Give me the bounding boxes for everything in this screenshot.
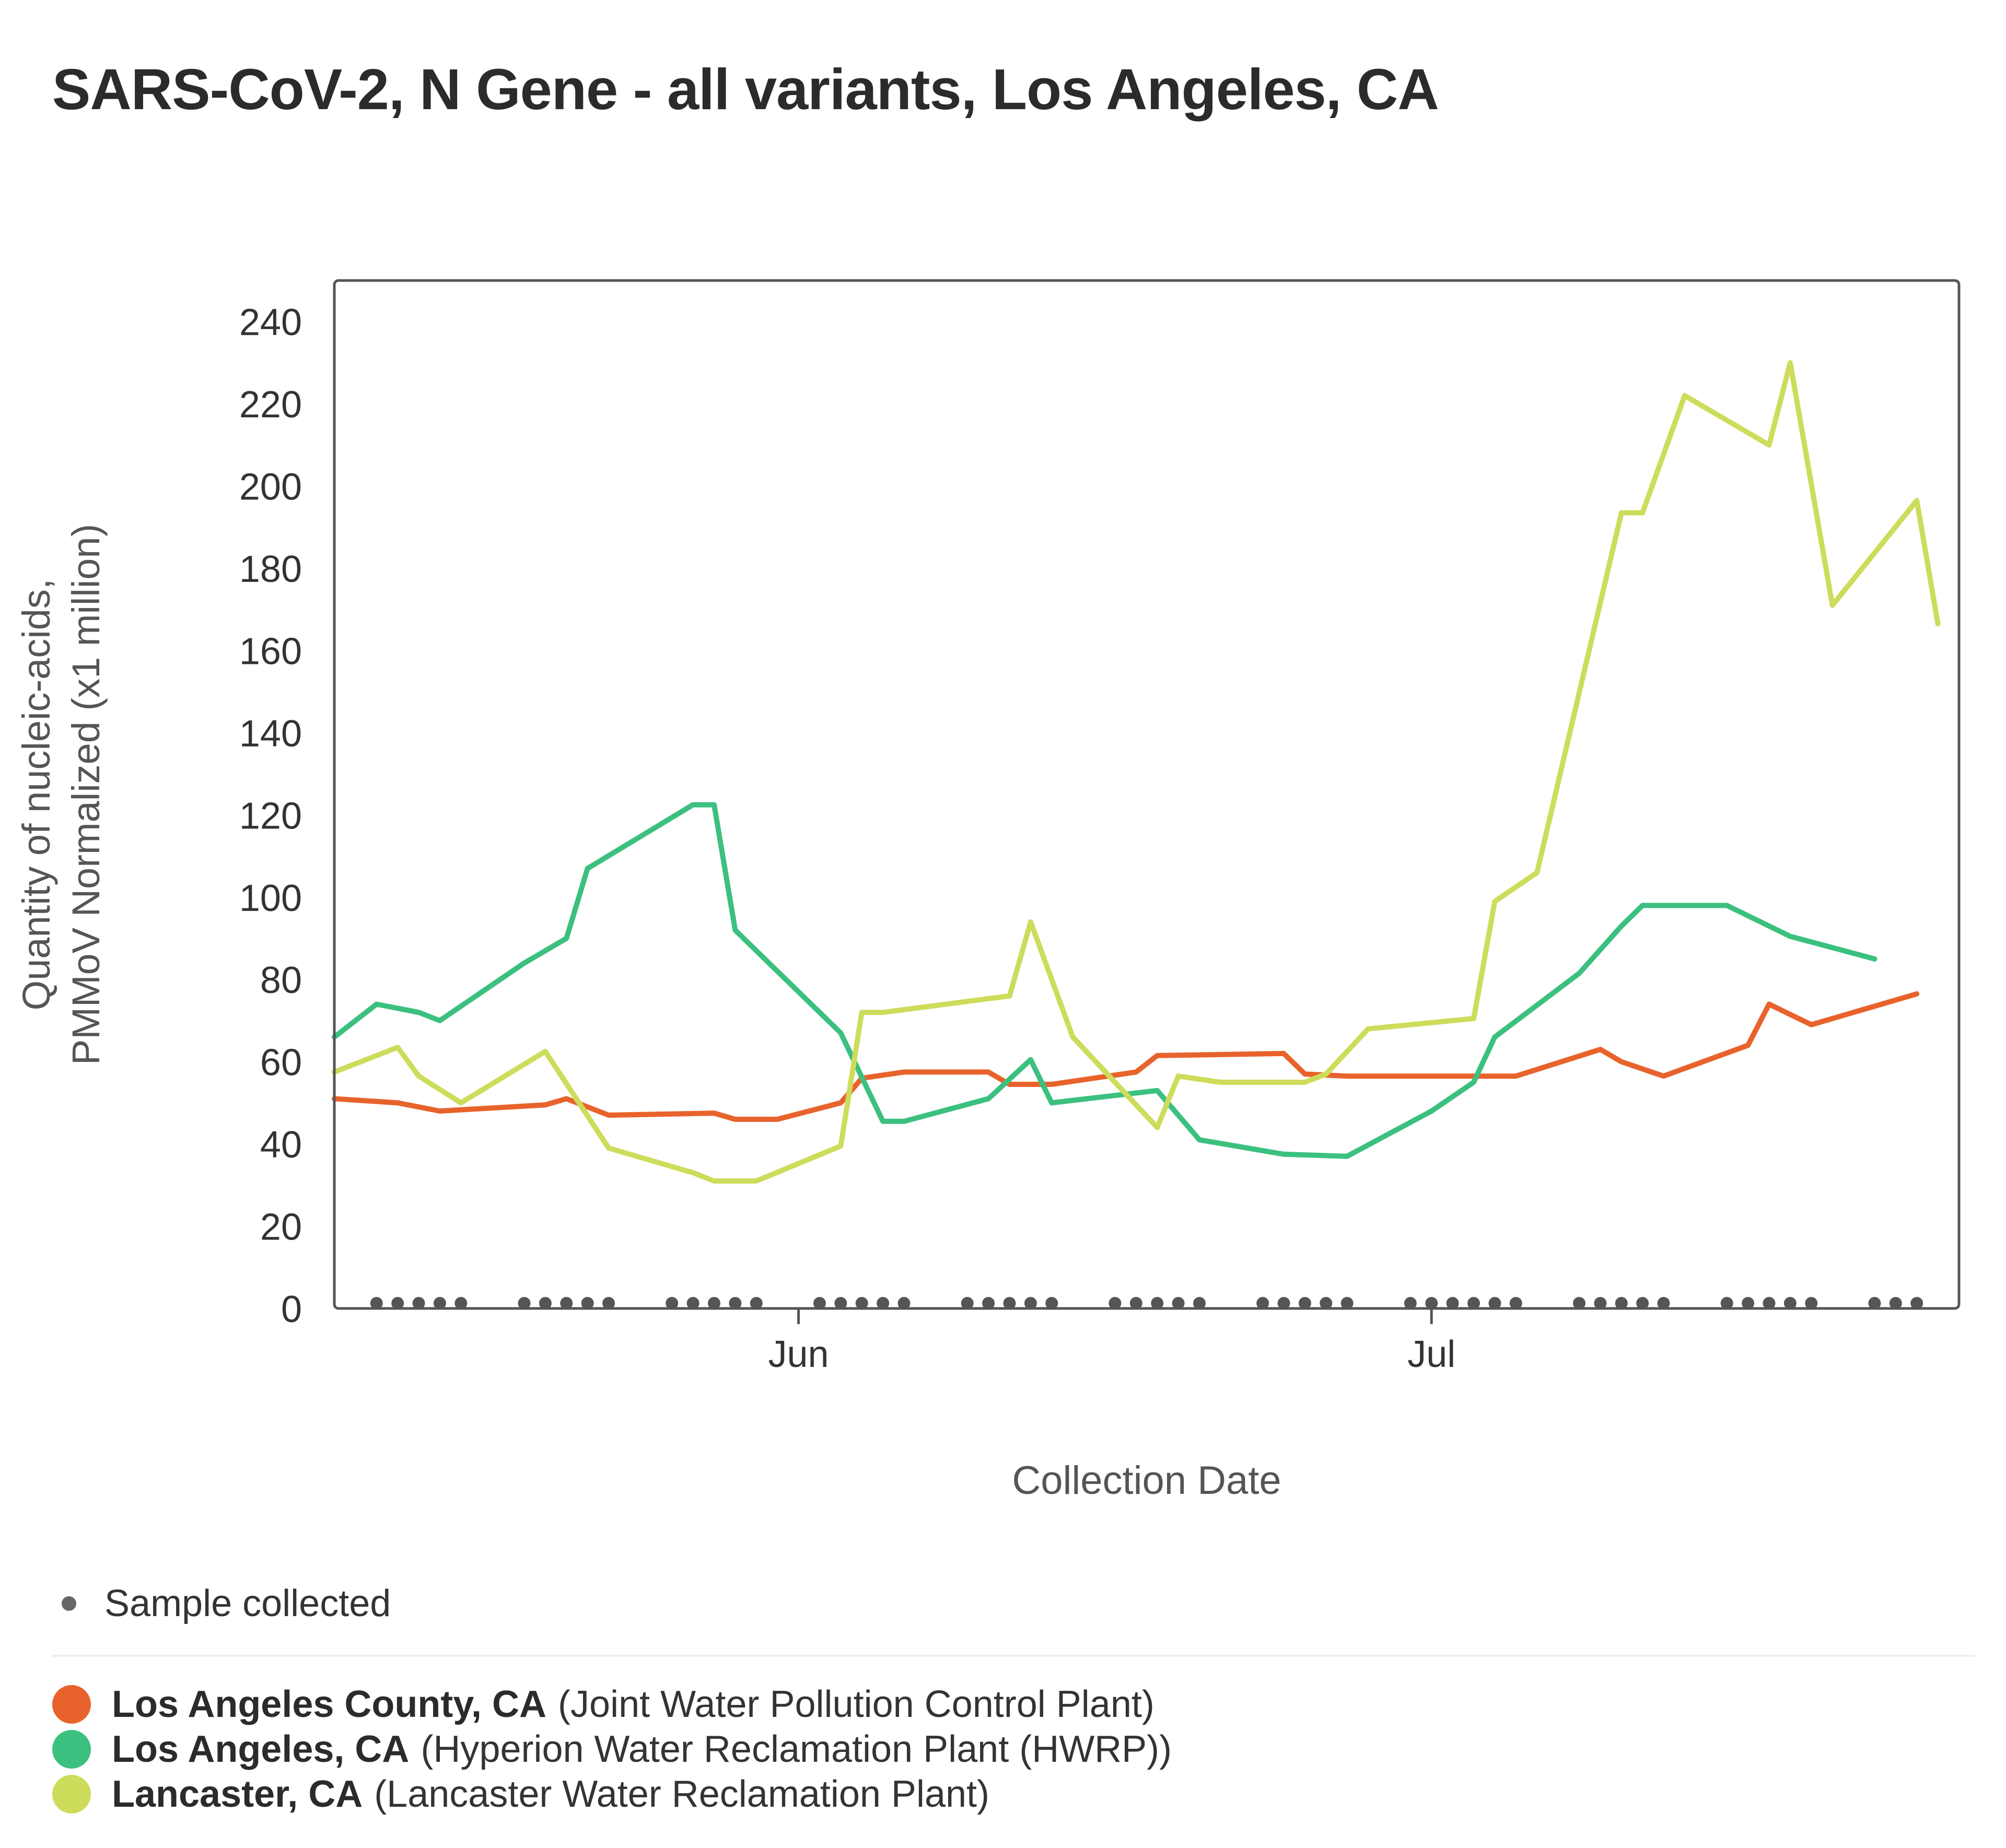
sample-dot xyxy=(1193,1297,1206,1309)
sample-dot xyxy=(877,1297,890,1309)
y-axis-label-line-2: PMMoV Normalized (x1 million) xyxy=(64,524,108,1065)
sample-dot xyxy=(1889,1297,1902,1309)
sample-dot xyxy=(1910,1297,1923,1309)
sample-dot xyxy=(433,1297,446,1309)
sample-dot xyxy=(1509,1297,1522,1309)
y-tick-label: 40 xyxy=(260,1124,302,1166)
sample-dot xyxy=(666,1297,679,1309)
y-tick-label: 0 xyxy=(281,1289,302,1330)
sample-dot xyxy=(412,1297,425,1309)
sample-dot xyxy=(518,1297,531,1309)
sample-dot xyxy=(1467,1297,1480,1309)
legend-series-plant: (Joint Water Pollution Control Plant) xyxy=(558,1683,1154,1725)
sample-dot xyxy=(686,1297,699,1309)
sample-dot xyxy=(1151,1297,1164,1309)
x-axis-label: Collection Date xyxy=(1012,1458,1281,1503)
x-axis-ticks: Jun Jul xyxy=(768,1308,1455,1375)
legend-series-plant: (Hyperion Water Reclamation Plant (HWRP)… xyxy=(421,1728,1172,1770)
sample-dot xyxy=(1045,1297,1058,1309)
sample-dot xyxy=(1657,1297,1670,1309)
sample-dot xyxy=(961,1297,974,1309)
legend-series-name: Los Angeles, CA xyxy=(112,1728,410,1770)
sample-dot xyxy=(1340,1297,1354,1309)
sample-dot xyxy=(729,1297,742,1309)
x-tick-label: Jul xyxy=(1407,1334,1455,1375)
y-tick-label: 60 xyxy=(260,1042,302,1084)
sample-collected-label: Sample collected xyxy=(104,1583,391,1624)
legend-item-series-2[interactable]: Lancaster, CA (Lancaster Water Reclamati… xyxy=(52,1772,1172,1817)
sample-dot xyxy=(1488,1297,1501,1309)
sample-dot xyxy=(370,1297,383,1309)
sample-dot xyxy=(834,1297,847,1309)
sample-dot xyxy=(1172,1297,1185,1309)
sample-dot xyxy=(897,1297,911,1309)
sample-dot xyxy=(454,1297,468,1309)
legend-swatch-circle-icon xyxy=(52,1685,91,1724)
series-lines xyxy=(332,360,1941,1184)
sample-dot xyxy=(1404,1297,1417,1309)
sample-dot xyxy=(1109,1297,1122,1309)
sample-dot xyxy=(1805,1297,1818,1309)
y-tick-label: 80 xyxy=(260,960,302,1001)
plot-area-frame xyxy=(333,279,1961,1310)
sample-dot xyxy=(750,1297,763,1309)
sample-dot xyxy=(1572,1297,1585,1309)
legend-divider xyxy=(52,1655,1975,1657)
sample-dot xyxy=(391,1297,404,1309)
y-tick-label: 200 xyxy=(239,466,302,508)
y-axis-ticks: 0 20 40 60 80 100 120 140 160 180 200 220 240 xyxy=(239,302,302,1330)
sample-dot xyxy=(1425,1297,1438,1309)
line-chart: 0 20 40 60 80 100 120 140 160 180 200 220 240 Jun Jul… xyxy=(15,279,1961,1503)
sample-dot xyxy=(581,1297,594,1309)
sample-dot-icon xyxy=(62,1596,76,1611)
y-tick-label: 220 xyxy=(239,384,302,426)
y-tick-label: 140 xyxy=(239,713,302,755)
sample-dot xyxy=(1446,1297,1459,1309)
legend-series-plant: (Lancaster Water Reclamation Plant) xyxy=(374,1773,990,1815)
sample-dot xyxy=(708,1297,721,1309)
sample-collected-legend: Sample collected xyxy=(52,1583,391,1624)
sample-dot xyxy=(1277,1297,1290,1309)
y-tick-label: 160 xyxy=(239,630,302,672)
y-axis-label-line-1: Quantity of nucleic-acids, xyxy=(15,579,58,1011)
legend-series-name: Lancaster, CA xyxy=(112,1773,363,1815)
sample-dot xyxy=(1256,1297,1269,1309)
sample-dot xyxy=(1742,1297,1755,1309)
sample-dot xyxy=(855,1297,868,1309)
sample-dot xyxy=(1615,1297,1628,1309)
y-tick-label: 100 xyxy=(239,878,302,919)
sample-dot xyxy=(1298,1297,1311,1309)
sample-dot xyxy=(1024,1297,1037,1309)
sample-dot xyxy=(1868,1297,1881,1309)
legend-swatch-circle-icon xyxy=(52,1775,91,1814)
sample-dot xyxy=(1720,1297,1733,1309)
legend-series-name: Los Angeles County, CA xyxy=(112,1683,547,1725)
legend-item-series-0[interactable]: Los Angeles County, CA (Joint Water Poll… xyxy=(52,1682,1172,1727)
series-legend: Los Angeles County, CA (Joint Water Poll… xyxy=(52,1682,1172,1817)
y-tick-label: 240 xyxy=(239,302,302,344)
y-tick-label: 180 xyxy=(239,548,302,590)
y-tick-label: 20 xyxy=(260,1207,302,1248)
legend-swatch-circle-icon xyxy=(52,1730,91,1769)
series-line-1[interactable] xyxy=(332,802,1877,1159)
series-line-0[interactable] xyxy=(332,991,1920,1122)
sample-dot xyxy=(1320,1297,1333,1309)
sample-dot xyxy=(982,1297,995,1309)
x-tick-label: Jun xyxy=(768,1334,829,1375)
sample-dots xyxy=(370,1297,1923,1309)
series-line-2[interactable] xyxy=(332,360,1941,1184)
sample-dot xyxy=(1763,1297,1776,1309)
sample-dot xyxy=(602,1297,615,1309)
chart-title: SARS-CoV-2, N Gene - all variants, Los A… xyxy=(52,57,1439,122)
y-tick-label: 120 xyxy=(239,795,302,837)
sample-dot xyxy=(813,1297,826,1309)
sample-dot xyxy=(539,1297,552,1309)
sample-dot xyxy=(560,1297,573,1309)
sample-dot xyxy=(1129,1297,1142,1309)
legend-item-series-1[interactable]: Los Angeles, CA (Hyperion Water Reclamat… xyxy=(52,1727,1172,1772)
sample-dot xyxy=(1594,1297,1607,1309)
sample-dot xyxy=(1003,1297,1016,1309)
sample-dot xyxy=(1783,1297,1797,1309)
sample-dot xyxy=(1636,1297,1649,1309)
